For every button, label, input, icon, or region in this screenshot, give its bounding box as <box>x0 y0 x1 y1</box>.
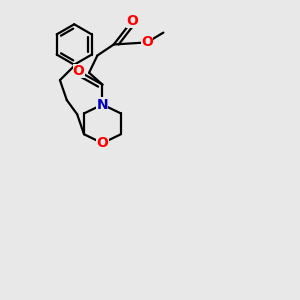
Text: O: O <box>141 35 153 50</box>
Text: N: N <box>97 98 108 112</box>
Text: O: O <box>97 136 108 150</box>
Text: O: O <box>73 64 85 78</box>
Text: O: O <box>126 14 138 28</box>
